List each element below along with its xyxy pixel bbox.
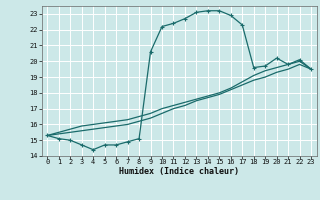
X-axis label: Humidex (Indice chaleur): Humidex (Indice chaleur) xyxy=(119,167,239,176)
